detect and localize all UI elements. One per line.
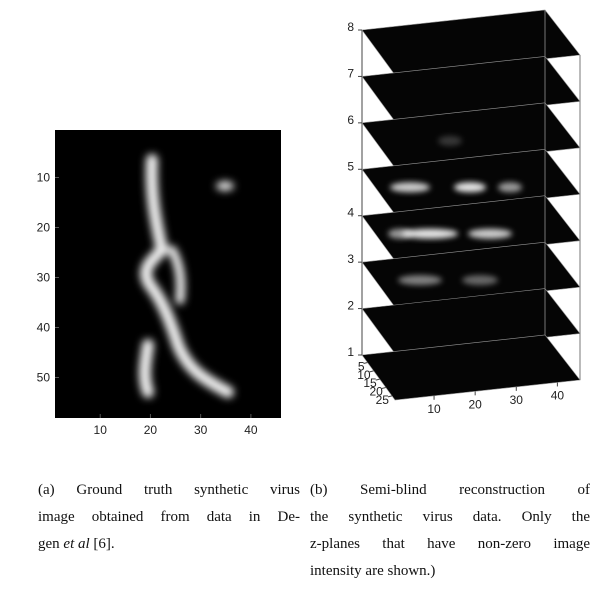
z-tick-label: 3 [347,252,354,266]
caption-text: [6]. [90,536,115,552]
x-tick-label: 40 [244,423,258,437]
slice-intensity [388,229,412,239]
z-tick-label: 6 [347,113,354,127]
y-tick-label: 40 [37,321,51,335]
caption-text: gen [38,536,63,552]
caption-line: image obtained from data in De- [38,504,300,531]
x-tick-label: 20 [144,423,158,437]
y-tick-label: 25 [376,393,390,407]
caption-b: (b) Semi-blind reconstruction of the syn… [310,477,590,585]
y-tick-label: 50 [37,371,51,385]
slice-intensity [462,275,498,285]
caption-line: the synthetic virus data. Only the [310,504,590,531]
x-tick-label: 20 [468,397,482,411]
caption-line: gen et al [6]. [38,531,300,558]
slice-intensity [468,229,512,239]
z-tick-label: 5 [347,159,354,173]
z-tick-label: 8 [347,20,354,34]
caption-line: (a) Ground truth synthetic virus [38,477,300,504]
x-tick-label: 30 [510,393,524,407]
y-tick-label: 10 [37,171,51,185]
slice-intensity [498,182,522,192]
page: 8765432151015202510203040 10203040102030… [0,0,615,614]
x-tick-label: 10 [427,402,441,416]
z-tick-label: 7 [347,66,354,80]
x-tick-label: 30 [194,423,208,437]
y-tick-label: 20 [37,221,51,235]
slice-intensity [438,136,462,146]
x-tick-label: 10 [94,423,108,437]
caption-line: z-planes that have non-zero image [310,531,590,558]
caption-line: (b) Semi-blind reconstruction of [310,477,590,504]
image-a [55,130,281,418]
y-tick-label: 30 [37,271,51,285]
slice-intensity [454,182,486,192]
caption-italic: et al [63,536,89,552]
caption-line: intensity are shown.) [310,558,590,585]
z-tick-label: 1 [347,345,354,359]
z-tick-label: 4 [347,206,354,220]
z-tick-label: 2 [347,299,354,313]
slice-intensity [398,275,442,285]
caption-a: (a) Ground truth synthetic virus image o… [38,477,300,558]
x-tick-label: 40 [551,388,565,402]
slice-intensity [390,182,430,192]
